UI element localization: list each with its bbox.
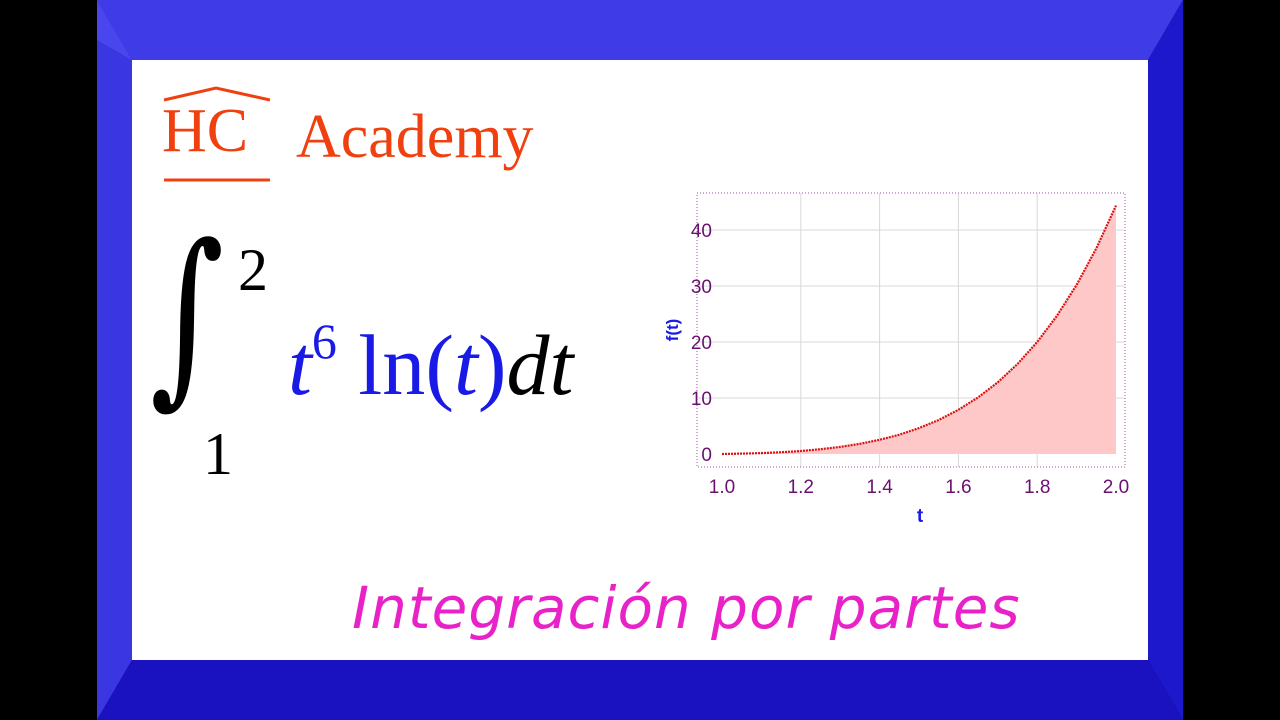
y-axis-label: f(t): [663, 319, 682, 342]
curve-line: [721, 205, 1117, 456]
function-chart: 1.0 1.2 1.4 1.6 1.8 2.0 0 10 20 30 40 t f(t): [663, 192, 1129, 527]
logo-roof-icon: [163, 86, 271, 182]
x-tick-label: 1.8: [1024, 477, 1050, 498]
x-tick-label: 1.2: [788, 477, 814, 498]
differential-variable: t: [549, 317, 574, 413]
logo-academy: Academy: [296, 103, 534, 171]
y-tick-label: 0: [701, 445, 712, 466]
integrand-function: ln: [358, 317, 426, 413]
y-tick-label: 40: [691, 221, 712, 242]
subtitle: Integración por partes: [352, 574, 1021, 642]
x-tick-label: 1.6: [945, 477, 971, 498]
y-tick-label: 10: [691, 389, 712, 410]
logo-hc: HC: [162, 97, 249, 165]
x-axis-label: t: [917, 506, 924, 527]
x-tick-label: 2.0: [1103, 477, 1129, 498]
integrand-base: t: [288, 317, 312, 413]
x-tick-label: 1.0: [709, 477, 735, 498]
y-tick-label: 20: [691, 333, 712, 354]
integrand-argument: t: [453, 317, 478, 413]
y-tick-label: 30: [691, 277, 712, 298]
differential-d: d: [506, 317, 550, 413]
integrand-exponent: 6: [311, 313, 337, 369]
x-tick-label: 1.4: [866, 477, 893, 498]
plot-frame: [696, 192, 1126, 468]
area-under-curve: [722, 205, 1116, 454]
integral-sign: ∫: [150, 204, 225, 425]
lower-limit: 1: [203, 421, 233, 487]
integrand: t6 ln(t)dt: [288, 313, 574, 413]
upper-limit: 2: [238, 237, 268, 303]
